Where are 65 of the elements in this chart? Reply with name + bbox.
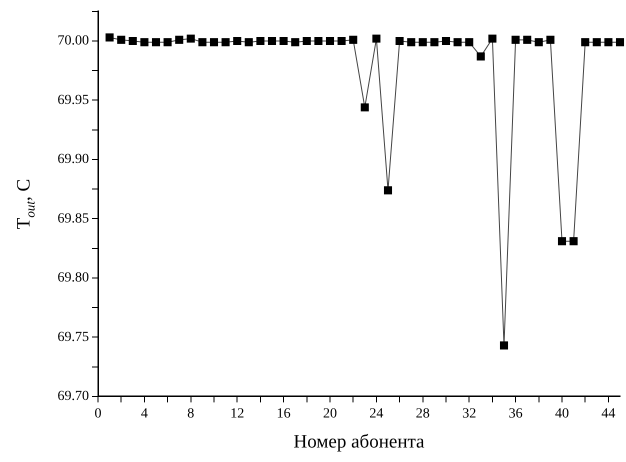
y-tick-label: 69.85 xyxy=(58,211,89,226)
point xyxy=(128,36,137,46)
point xyxy=(592,38,601,46)
y-tick-label: 70.00 xyxy=(58,34,89,49)
point xyxy=(558,237,566,246)
point xyxy=(280,36,288,46)
point xyxy=(314,36,322,46)
x-tick-label: 44 xyxy=(601,406,616,422)
point xyxy=(326,36,334,46)
x-tick-label: 8 xyxy=(187,406,194,422)
point xyxy=(500,341,508,350)
x-tick-label: 20 xyxy=(323,406,337,422)
point xyxy=(476,52,485,60)
point xyxy=(546,36,554,44)
x-tick-label: 12 xyxy=(230,406,244,422)
y-tick-label: 69.90 xyxy=(58,152,89,168)
point xyxy=(512,36,520,44)
point xyxy=(581,38,590,46)
x-axis-title: Номер абонента xyxy=(294,432,426,453)
point xyxy=(523,36,532,44)
y-tick-label: 69.80 xyxy=(58,270,89,286)
point xyxy=(488,34,496,43)
x-tick-label: 24 xyxy=(369,406,384,422)
point xyxy=(268,36,276,46)
point xyxy=(570,237,578,246)
point xyxy=(106,33,114,42)
point xyxy=(430,38,438,46)
point xyxy=(175,36,184,44)
y-tick-label: 69.95 xyxy=(58,92,89,108)
point xyxy=(222,38,230,46)
point xyxy=(360,103,369,112)
point xyxy=(291,38,300,46)
point xyxy=(152,38,160,46)
point xyxy=(384,186,392,194)
x-tick-label: 0 xyxy=(94,406,102,422)
point xyxy=(465,38,474,46)
point xyxy=(604,38,612,46)
x-tick-label: 28 xyxy=(416,406,430,422)
point xyxy=(396,36,404,46)
x-tick-label: 32 xyxy=(462,406,476,422)
point xyxy=(210,38,218,46)
x-tick-label: 36 xyxy=(508,406,523,422)
point xyxy=(140,38,148,46)
y-tick-label: 69.70 xyxy=(58,389,89,404)
point xyxy=(186,34,195,43)
x-tick-label: 40 xyxy=(555,406,569,422)
point xyxy=(164,38,172,46)
point xyxy=(198,38,206,46)
point xyxy=(372,34,380,43)
point xyxy=(233,36,242,46)
point xyxy=(256,36,264,46)
x-tick-label: 16 xyxy=(276,406,291,422)
x-tick-label: 4 xyxy=(140,406,148,422)
point xyxy=(338,36,346,46)
y-tick-label: 69.75 xyxy=(58,330,89,345)
point xyxy=(418,38,427,46)
point xyxy=(244,38,253,46)
point xyxy=(454,38,462,46)
point xyxy=(302,36,311,46)
point xyxy=(349,36,358,44)
point xyxy=(407,38,416,46)
point xyxy=(534,38,543,46)
point xyxy=(117,36,126,44)
point xyxy=(616,38,624,46)
point xyxy=(442,36,450,46)
